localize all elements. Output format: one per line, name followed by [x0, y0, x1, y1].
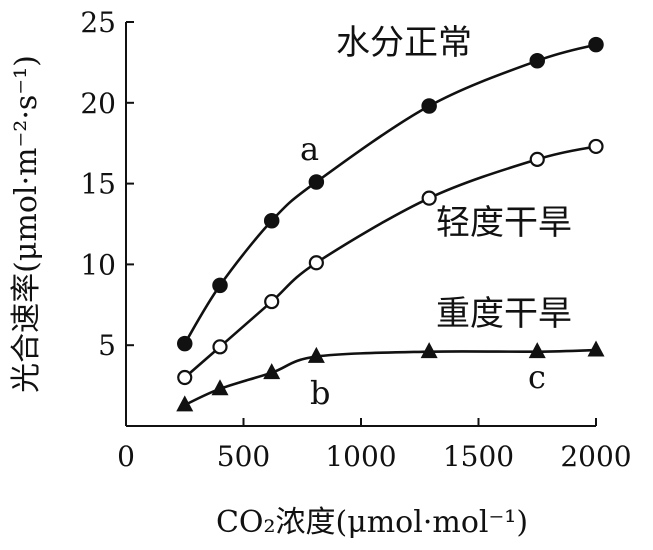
data-point: [263, 213, 280, 229]
data-point: [420, 342, 438, 359]
y-tick-label: 15: [80, 168, 116, 201]
x-axis-title: CO₂浓度(μmol·mol⁻¹): [216, 505, 528, 540]
x-tick-label: 1500: [443, 440, 514, 473]
y-tick-label: 5: [98, 329, 116, 362]
annotation-c: c: [528, 358, 546, 396]
y-tick-label: 20: [80, 87, 116, 120]
x-tick-label: 2000: [560, 440, 631, 473]
data-point: [421, 98, 437, 114]
data-point: [588, 36, 604, 53]
data-point: [529, 151, 545, 167]
annotation-a: a: [300, 130, 319, 168]
series-line-mild-drought: [183, 145, 597, 379]
data-point: [588, 138, 604, 155]
data-point: [529, 53, 545, 69]
data-point: [263, 363, 281, 380]
ticks: 0 500 1000 1500 2000 5 10 15 20 25: [80, 6, 631, 473]
markers: [176, 36, 605, 412]
data-point: [264, 293, 280, 310]
data-point: [307, 346, 325, 363]
series-label-normal: 水分正常: [336, 23, 472, 63]
data-point: [177, 369, 193, 386]
series-label-severe-drought: 重度干旱: [436, 294, 572, 334]
y-tick-label: 25: [80, 6, 116, 39]
y-tick-label: 10: [80, 248, 116, 281]
annotation-b: b: [310, 374, 330, 412]
data-point: [212, 339, 228, 355]
y-axis-title: 光合速率(μmol·m⁻²·s⁻¹): [9, 55, 44, 393]
x-tick-label: 1000: [325, 440, 396, 473]
data-point: [421, 190, 437, 206]
data-point: [212, 277, 228, 294]
data-point: [528, 342, 546, 359]
data-point: [176, 395, 194, 412]
series-label-mild-drought: 轻度干旱: [436, 203, 572, 243]
data-point: [308, 255, 324, 271]
data-point: [177, 335, 193, 352]
x-tick-label: 500: [217, 440, 270, 473]
x-tick-label: 0: [117, 440, 135, 473]
data-point: [308, 174, 325, 190]
data-point: [211, 379, 229, 396]
data-point: [587, 340, 605, 357]
